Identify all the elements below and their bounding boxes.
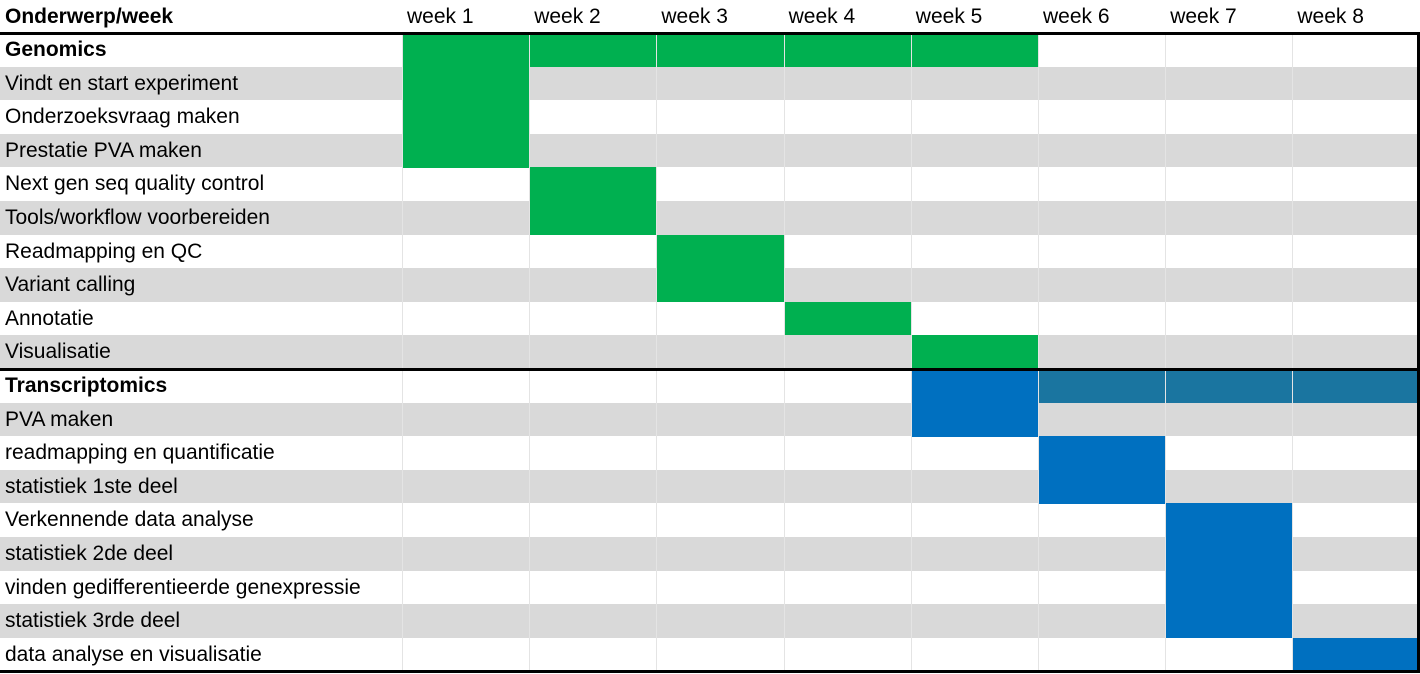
gantt-bar: [402, 100, 530, 135]
gantt-bar: [656, 268, 784, 303]
column-gridline: [656, 33, 658, 672]
week-header-2: week 2: [534, 5, 601, 28]
section-title: Transcriptomics: [5, 374, 168, 397]
gantt-bar: [1038, 436, 1166, 471]
task-label: PVA maken: [5, 407, 114, 431]
column-gridline: [910, 33, 912, 672]
header-title: Onderwerp/week: [5, 5, 174, 28]
gantt-bar: [783, 301, 911, 336]
row-shade: [0, 201, 1420, 235]
task-label: Tools/workflow voorbereiden: [5, 206, 270, 229]
column-gridline: [1292, 33, 1294, 672]
gantt-bar: [402, 33, 1038, 68]
task-label: vinden gedifferentieerde genexpressie: [5, 575, 361, 599]
task-label: Readmapping en QC: [5, 239, 203, 263]
gantt-bar: [910, 402, 1038, 437]
gantt-bar: [529, 201, 657, 236]
gantt-bar: [1292, 637, 1420, 672]
section-border-line: [1417, 33, 1420, 672]
task-label: statistiek 3rde deel: [5, 609, 181, 633]
week-header-1: week 1: [407, 5, 474, 28]
task-label: Next gen seq quality control: [5, 172, 265, 196]
task-label: statistiek 2de deel: [5, 542, 174, 565]
section-title: Genomics: [5, 38, 107, 61]
section-border-line: [0, 367, 1420, 371]
week-header-3: week 3: [661, 5, 728, 28]
task-label: Prestatie PVA maken: [5, 138, 202, 162]
row-shade: [0, 469, 1420, 504]
task-label: Variant calling: [5, 273, 136, 297]
column-gridline: [529, 33, 531, 672]
task-label: Verkennende data analyse: [5, 508, 254, 532]
column-gridline: [1038, 33, 1039, 672]
gantt-bar: [1165, 503, 1293, 538]
section-border-line: [0, 669, 1420, 673]
gantt-bar: [1038, 369, 1420, 404]
row-shade: [0, 133, 1420, 168]
task-label: Vindt en start experiment: [5, 71, 239, 95]
task-label: statistiek 1ste deel: [5, 474, 178, 498]
section-border-line: [0, 31, 1420, 35]
task-label: Onderzoeksvraag maken: [5, 105, 240, 129]
gantt-bar: [1165, 604, 1293, 639]
row-shade: [0, 402, 1420, 437]
column-gridline: [783, 33, 785, 672]
gantt-bar: [402, 66, 530, 101]
week-header-6: week 6: [1043, 5, 1110, 28]
row-shade: [0, 66, 1420, 101]
gantt-bar: [656, 234, 784, 269]
gantt-bar: [1165, 570, 1293, 605]
column-gridline: [1165, 33, 1167, 672]
week-header-5: week 5: [915, 5, 983, 28]
gantt-bar: [529, 167, 657, 202]
gantt-bar: [402, 133, 530, 168]
gantt-bar: [1038, 469, 1166, 504]
week-header-4: week 4: [788, 5, 856, 28]
gantt-bar: [1165, 537, 1293, 572]
task-label: readmapping en quantificatie: [5, 441, 275, 465]
week-header-8: week 8: [1297, 5, 1364, 28]
row-shade: [0, 335, 1420, 369]
task-label: data analyse en visualisatie: [5, 642, 262, 666]
task-label: Annotatie: [5, 306, 94, 330]
gantt-bar: [910, 335, 1038, 370]
column-gridline: [402, 33, 403, 672]
gantt-bar: [910, 369, 1038, 404]
task-label: Visualisatie: [5, 340, 111, 364]
week-header-7: week 7: [1170, 5, 1237, 28]
